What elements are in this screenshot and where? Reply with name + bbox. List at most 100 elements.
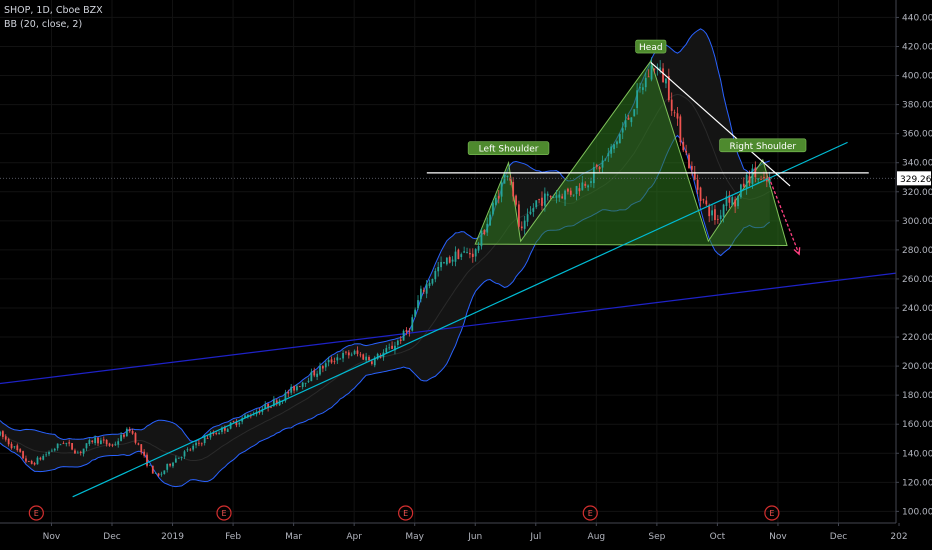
candle-body: [327, 360, 330, 363]
time-tick-label: Dec: [103, 532, 120, 542]
projection-arrow: [768, 177, 800, 255]
time-tick-label: Mar: [285, 532, 302, 542]
candle-body: [134, 433, 137, 443]
candle-body: [174, 458, 177, 463]
candle-body: [621, 128, 624, 133]
candle-body: [598, 167, 601, 170]
candle-body: [30, 461, 33, 464]
candle-body: [647, 76, 650, 78]
candle-body: [538, 199, 540, 200]
candle-body: [56, 443, 59, 449]
candle-body: [117, 441, 120, 445]
candle-body: [653, 68, 656, 70]
candle-body: [270, 406, 272, 408]
candle-body: [359, 354, 362, 356]
candle-body: [431, 278, 434, 284]
trendlines-back: [0, 272, 897, 385]
candle-body: [728, 195, 731, 203]
candle-body: [307, 380, 310, 382]
pattern-label-bg: [635, 39, 667, 54]
candle-body: [443, 262, 445, 264]
bb-fill: [0, 28, 770, 487]
candle-body: [370, 361, 373, 364]
candle-body: [143, 451, 146, 456]
candle-body: [722, 204, 725, 217]
candle-body: [561, 196, 564, 199]
candle-body: [275, 400, 278, 405]
candle-body: [535, 200, 538, 208]
candle-body: [356, 350, 359, 354]
indicator-line[interactable]: BB (20, close, 2): [4, 19, 83, 30]
candle-body: [195, 442, 197, 446]
candle-body: [613, 144, 615, 150]
candle-body: [91, 440, 94, 442]
candle-body: [373, 357, 376, 366]
candle-body: [578, 188, 581, 192]
pattern-label-head: Head: [639, 43, 663, 53]
earnings-marker: [398, 505, 414, 521]
candle-body: [399, 339, 402, 341]
candle-body: [515, 195, 517, 205]
candle-body: [734, 199, 737, 207]
time-tick-label: Jul: [529, 532, 541, 542]
candle-body: [682, 141, 685, 151]
candle-body: [564, 190, 566, 200]
candle-body: [575, 186, 578, 194]
candle-body: [301, 382, 304, 387]
candle-body: [1, 431, 4, 437]
candle-body: [702, 199, 705, 201]
candle-body: [120, 434, 122, 441]
candle-body: [267, 403, 270, 409]
candle-body: [19, 449, 22, 452]
candle-body: [679, 116, 682, 143]
candle-body: [200, 443, 203, 445]
candle-body: [494, 197, 497, 205]
candle-body: [457, 249, 460, 260]
candle-body: [324, 363, 327, 368]
candle-body: [13, 446, 16, 448]
candle-body: [731, 197, 734, 206]
candle-body: [607, 153, 610, 157]
candle-body: [630, 117, 633, 123]
price-tick-label: 440.00: [902, 13, 932, 23]
candle-body: [705, 200, 708, 205]
candle-body: [7, 438, 10, 445]
candle-body: [284, 392, 287, 401]
candle-body: [460, 254, 463, 257]
pattern-label-bg: [467, 141, 550, 156]
candle-body: [206, 438, 209, 439]
candle-body: [169, 463, 171, 466]
candle-body: [151, 465, 154, 474]
candle-body: [604, 158, 607, 160]
candle-body: [183, 451, 186, 457]
time-tick-label: Jun: [467, 532, 482, 542]
candle-body: [529, 211, 532, 214]
candle-body: [543, 193, 546, 206]
projection-arrowhead: [793, 247, 801, 256]
candle-body: [541, 197, 543, 206]
candle-body: [330, 359, 333, 363]
symbol-line[interactable]: SHOP, 1D, Cboe BZX: [4, 5, 103, 16]
candle-body: [212, 433, 215, 435]
candle-body: [445, 257, 448, 265]
candle-body: [102, 439, 105, 441]
candle-body: [526, 214, 529, 222]
candle-body: [486, 223, 489, 233]
candle-body: [662, 68, 664, 83]
last-price-badge: [897, 171, 931, 186]
candle-body: [434, 271, 437, 280]
pattern-label-bg: [719, 138, 807, 153]
candle-body: [186, 449, 189, 451]
candle-body: [336, 357, 339, 361]
candle-body: [304, 382, 307, 384]
candle-body: [768, 178, 771, 183]
candle-body: [440, 262, 442, 268]
candle-body: [203, 437, 206, 444]
candle-body: [163, 470, 166, 474]
price-tick-label: 160.00: [902, 420, 932, 430]
candle-body: [42, 455, 45, 460]
candle-body: [180, 457, 183, 458]
candle-body: [114, 443, 117, 445]
